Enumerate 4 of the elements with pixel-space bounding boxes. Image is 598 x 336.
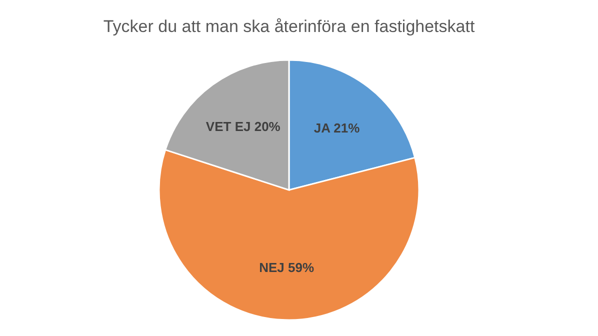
slice-label: NEJ 59% (259, 260, 314, 275)
slice-label: VET EJ 20% (206, 118, 281, 134)
chart-title: Tycker du att man ska återinföra en fastighetskatt (103, 17, 475, 36)
slice-label: JA 21% (314, 120, 360, 136)
